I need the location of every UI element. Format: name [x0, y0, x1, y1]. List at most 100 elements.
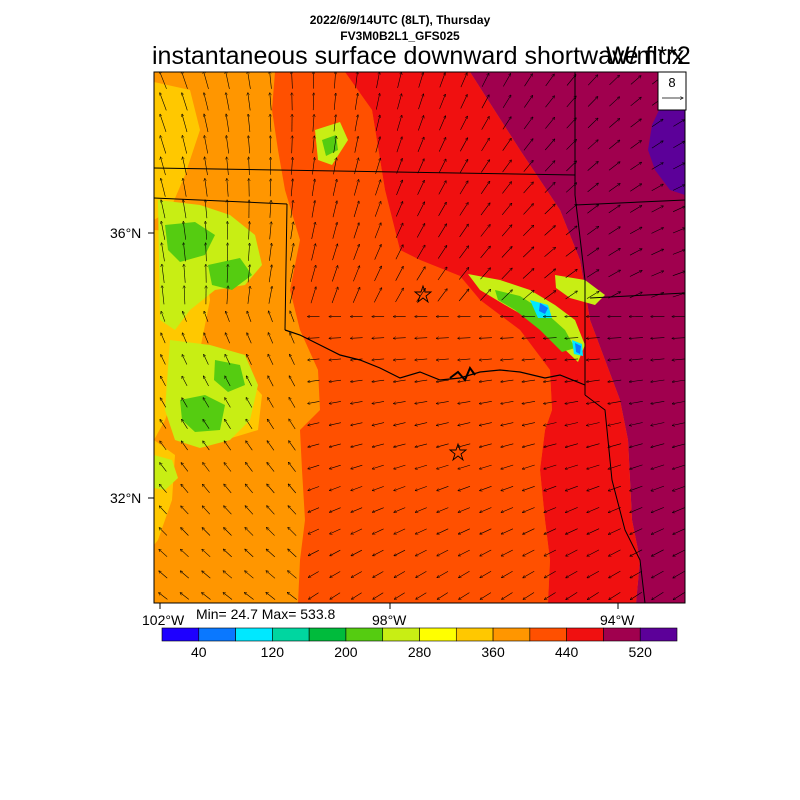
wind-arrow [522, 486, 535, 490]
wind-arrow [224, 528, 232, 536]
wind-arrow [333, 158, 337, 175]
wind-arrow [629, 379, 643, 382]
wind-arrow [629, 271, 642, 277]
radiation-field [154, 72, 685, 603]
wind-arrow [437, 267, 447, 281]
wind-arrow [308, 464, 320, 469]
wind-arrow [436, 359, 449, 360]
wind-arrow [438, 202, 447, 216]
wind-arrow [159, 506, 167, 515]
wind-arrow [523, 225, 533, 237]
wind-arrow [565, 422, 579, 426]
wind-arrow [565, 507, 578, 512]
wind-arrow [266, 527, 275, 536]
wind-arrow [672, 422, 685, 426]
wind-arrow [522, 359, 536, 360]
wind-arrow [544, 592, 556, 600]
wind-arrow [393, 338, 406, 339]
wind-arrow [437, 464, 449, 469]
wind-arrow [268, 354, 274, 365]
wind-arrow [672, 185, 685, 191]
wind-arrow [479, 379, 492, 382]
wind-arrow [372, 486, 384, 490]
wind-arrow [374, 201, 381, 217]
wind-arrow [458, 267, 469, 280]
wind-arrow [502, 117, 511, 130]
wind-arrow [565, 379, 579, 382]
wind-arrow [351, 528, 363, 534]
wind-arrow [609, 570, 621, 578]
colorbar-label: 520 [629, 644, 653, 660]
wind-arrow [182, 93, 188, 111]
wind-arrow [544, 422, 557, 426]
wind-arrow [565, 485, 578, 491]
wind-arrow [586, 338, 600, 339]
colorbar-label: 200 [334, 644, 358, 660]
wind-arrow [416, 571, 427, 577]
wind-arrow [270, 114, 271, 132]
wind-arrow [502, 592, 513, 600]
wind-arrow [481, 95, 489, 109]
wind-arrow [459, 181, 468, 195]
wind-arrow [373, 549, 384, 556]
wind-arrow [587, 528, 600, 535]
wind-arrow [608, 359, 622, 360]
wind-arrow [651, 485, 665, 491]
wind-arrow [587, 183, 599, 193]
wind-arrow [354, 136, 358, 153]
wind-arrow [161, 157, 166, 176]
wind-arrow [629, 227, 642, 235]
wind-arrow [480, 549, 492, 556]
wind-arrow [522, 401, 536, 403]
wind-arrow [375, 137, 380, 153]
wind-arrow [374, 223, 381, 239]
wind-arrow [394, 486, 406, 490]
wind-arrow [160, 398, 167, 408]
wind-arrow [502, 138, 512, 151]
wind-arrow [672, 228, 685, 234]
wind-arrow [586, 379, 600, 382]
wind-arrow [227, 178, 228, 197]
wind-arrow [182, 114, 188, 133]
wind-arrow [334, 72, 335, 89]
colorbar-swatch [566, 627, 604, 642]
wind-arrow [270, 179, 271, 197]
wind-arrow [629, 401, 643, 403]
red-river [284, 329, 586, 386]
wind-arrow [184, 286, 185, 305]
wind-arrow [458, 443, 471, 447]
wind-arrow [480, 203, 490, 216]
wind-arrow [523, 528, 535, 535]
colorbar-swatch [419, 627, 457, 642]
wind-arrow [159, 528, 168, 536]
wind-arrow [396, 158, 403, 174]
wind-arrow [672, 338, 685, 339]
wind-arrow [545, 117, 554, 129]
wind-arrow [459, 159, 468, 173]
wind-arrow [311, 222, 316, 239]
wind-arrow [394, 443, 406, 447]
lon-label-102w: 102°W [142, 612, 185, 628]
wind-arrow [460, 138, 467, 152]
wind-arrow [630, 464, 643, 469]
wind-arrow [609, 75, 620, 86]
wind-arrow [673, 120, 684, 127]
wind-arrow [415, 359, 428, 360]
wind-arrow [394, 422, 406, 426]
wind-arrow [480, 528, 492, 534]
lake-texoma [449, 365, 476, 382]
wind-arrow [248, 72, 251, 89]
wind-arrow [288, 527, 297, 536]
wind-arrow [350, 338, 363, 339]
wind-arrow [396, 115, 402, 131]
wind-arrow [351, 507, 363, 513]
wind-arrow [308, 550, 319, 555]
wind-arrow [437, 528, 449, 534]
colorbar-swatch [603, 627, 641, 642]
wind-arrow [481, 73, 489, 87]
wind-arrow [290, 222, 294, 240]
wind-arrow [651, 338, 665, 339]
wind-arrow [290, 354, 295, 365]
wind-arrow [308, 379, 320, 382]
wind-arrow [459, 203, 468, 216]
